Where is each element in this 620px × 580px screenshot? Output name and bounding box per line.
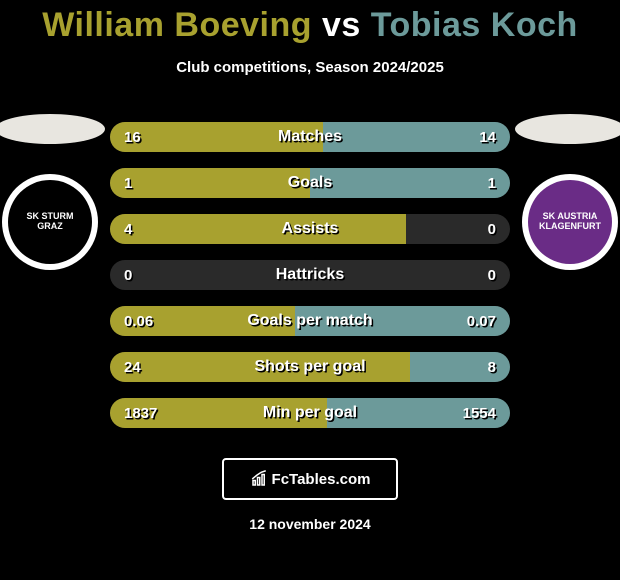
stat-row: 40Assists (110, 214, 510, 244)
stat-row: 11Goals (110, 168, 510, 198)
stat-label: Goals (110, 168, 510, 198)
team-right-crest-label: SK AUSTRIA KLAGENFURT (534, 212, 606, 232)
stat-label: Min per goal (110, 398, 510, 428)
team-right-pill (515, 114, 620, 144)
title-player2: Tobias Koch (371, 6, 578, 44)
team-left-badge: SK STURM GRAZ (0, 114, 110, 270)
stat-label: Assists (110, 214, 510, 244)
stat-row: 00Hattricks (110, 260, 510, 290)
stat-row: 0.060.07Goals per match (110, 306, 510, 336)
stat-row: 18371554Min per goal (110, 398, 510, 428)
stat-label: Goals per match (110, 306, 510, 336)
page-title: William Boeving vs Tobias Koch (0, 0, 620, 45)
title-player1: William Boeving (42, 6, 312, 44)
team-right-crest-inner: SK AUSTRIA KLAGENFURT (528, 180, 612, 264)
team-right-badge: SK AUSTRIA KLAGENFURT (510, 114, 620, 270)
subtitle: Club competitions, Season 2024/2025 (0, 59, 620, 76)
chart-icon (250, 470, 268, 488)
stats-area: 1614Matches 11Goals 40Assists 00Hattricks 0.… (110, 122, 510, 444)
team-right-crest: SK AUSTRIA KLAGENFURT (522, 174, 618, 270)
footer-date: 12 november 2024 (0, 516, 620, 532)
team-left-crest-label: SK STURM GRAZ (14, 212, 86, 232)
team-left-pill (0, 114, 105, 144)
brand-badge: FcTables.com (222, 458, 398, 500)
stat-row: 1614Matches (110, 122, 510, 152)
stat-label: Matches (110, 122, 510, 152)
brand-text: FcTables.com (272, 471, 371, 488)
team-left-crest-inner: SK STURM GRAZ (8, 180, 92, 264)
stat-label: Shots per goal (110, 352, 510, 382)
team-left-crest: SK STURM GRAZ (2, 174, 98, 270)
stat-label: Hattricks (110, 260, 510, 290)
title-vs: vs (322, 6, 361, 44)
stat-row: 248Shots per goal (110, 352, 510, 382)
